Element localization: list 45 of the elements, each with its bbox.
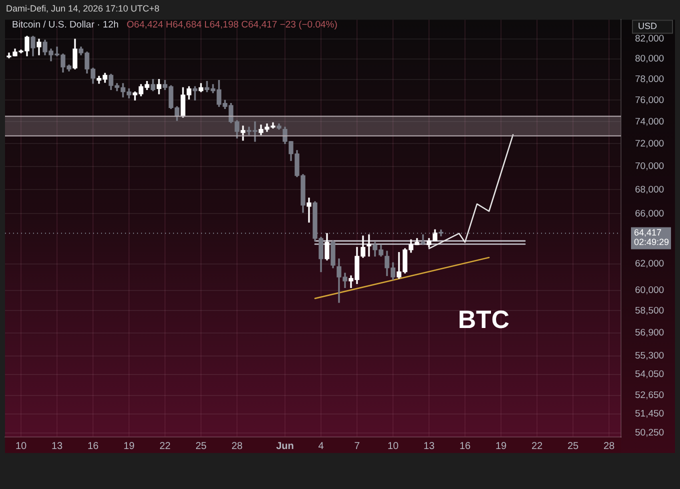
chart-subtitle: O64,424 H64,684 L64,198 C64,417 −23 (−0.04%) [126, 20, 338, 31]
y-tick-label: 60,000 [635, 284, 664, 296]
ref-line-label: 64,417 02:49:29 [634, 228, 670, 248]
chart-title: Bitcoin / U.S. Dollar · 12h [12, 20, 119, 31]
x-tick-label: 13 [423, 440, 435, 452]
y-tick-label: 70,000 [635, 160, 664, 172]
candlestick [420, 234, 426, 246]
x-tick-label: 7 [354, 440, 360, 452]
y-axis-title: USD [638, 21, 658, 32]
annotation: BTC [458, 306, 510, 334]
x-tick-label: 4 [318, 440, 324, 452]
x-tick-label: 10 [387, 440, 399, 452]
x-tick-label: 28 [231, 440, 243, 452]
y-tick-label: 56,900 [635, 328, 664, 339]
x-tick-label: Jun [276, 440, 294, 452]
x-tick-label: 19 [495, 440, 507, 452]
x-tick-label: 25 [195, 440, 207, 452]
y-tick-label: 52,650 [635, 390, 664, 402]
y-tick-label: 74,000 [635, 116, 664, 128]
y-tick-label: 62,000 [635, 258, 664, 270]
candlestick [306, 198, 312, 223]
y-tick-label: 78,000 [635, 74, 664, 85]
y-tick-label: 68,000 [635, 184, 664, 196]
candlestick [192, 86, 198, 101]
y-tick-label: 72,000 [635, 138, 664, 150]
x-tick-label: 13 [51, 440, 63, 452]
x-tick-label: 16 [87, 440, 99, 452]
y-tick-label: 66,000 [635, 208, 664, 220]
y-tick-label: 58,500 [635, 305, 664, 316]
y-tick-label: 54,050 [635, 368, 664, 380]
y-tick-label: 82,000 [635, 34, 664, 45]
y-tick-label: 55,300 [635, 350, 664, 362]
x-tick-label: 22 [159, 440, 171, 452]
text: Dami-Defi, Jun 14, 2026 17:10 UTC+8 [6, 3, 160, 14]
x-tick-label: 19 [123, 440, 135, 452]
x-tick-label: 10 [15, 440, 27, 452]
x-tick-label: 16 [459, 440, 471, 452]
y-tick-label: 50,250 [635, 428, 664, 439]
x-tick-label: 22 [531, 440, 543, 452]
x-tick-label: 25 [567, 440, 579, 452]
y-tick-label: 80,000 [635, 54, 664, 65]
y-tick-label: 76,000 [635, 94, 664, 106]
x-tick-label: 28 [603, 440, 615, 452]
candlestick [366, 234, 372, 257]
y-tick-label: 51,450 [635, 408, 664, 420]
